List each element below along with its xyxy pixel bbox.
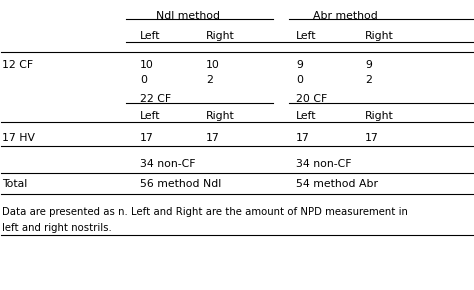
Text: Left: Left	[140, 111, 160, 121]
Text: 17: 17	[206, 133, 220, 143]
Text: Left: Left	[296, 31, 317, 41]
Text: Right: Right	[206, 111, 235, 121]
Text: 54 method Abr: 54 method Abr	[296, 179, 378, 189]
Text: Right: Right	[365, 111, 394, 121]
Text: 10: 10	[206, 60, 220, 70]
Text: Ndl method: Ndl method	[156, 11, 220, 21]
Text: 56 method Ndl: 56 method Ndl	[140, 179, 221, 189]
Text: left and right nostrils.: left and right nostrils.	[2, 223, 112, 233]
Text: Total: Total	[2, 179, 27, 189]
Text: Abr method: Abr method	[313, 11, 378, 21]
Text: 17 HV: 17 HV	[2, 133, 36, 143]
Text: 17: 17	[140, 133, 154, 143]
Text: 9: 9	[296, 60, 303, 70]
Text: Right: Right	[206, 31, 235, 41]
Text: 20 CF: 20 CF	[296, 94, 328, 104]
Text: 17: 17	[296, 133, 310, 143]
Text: 2: 2	[365, 75, 372, 85]
Text: Data are presented as n. Left and Right are the amount of NPD measurement in: Data are presented as n. Left and Right …	[2, 207, 408, 217]
Text: 34 non-CF: 34 non-CF	[140, 159, 195, 169]
Text: 9: 9	[365, 60, 372, 70]
Text: 17: 17	[365, 133, 379, 143]
Text: 0: 0	[296, 75, 303, 85]
Text: Right: Right	[365, 31, 394, 41]
Text: 12 CF: 12 CF	[2, 60, 34, 70]
Text: 2: 2	[206, 75, 213, 85]
Text: Left: Left	[140, 31, 160, 41]
Text: 34 non-CF: 34 non-CF	[296, 159, 352, 169]
Text: Left: Left	[296, 111, 317, 121]
Text: 0: 0	[140, 75, 147, 85]
Text: 10: 10	[140, 60, 154, 70]
Text: 22 CF: 22 CF	[140, 94, 171, 104]
